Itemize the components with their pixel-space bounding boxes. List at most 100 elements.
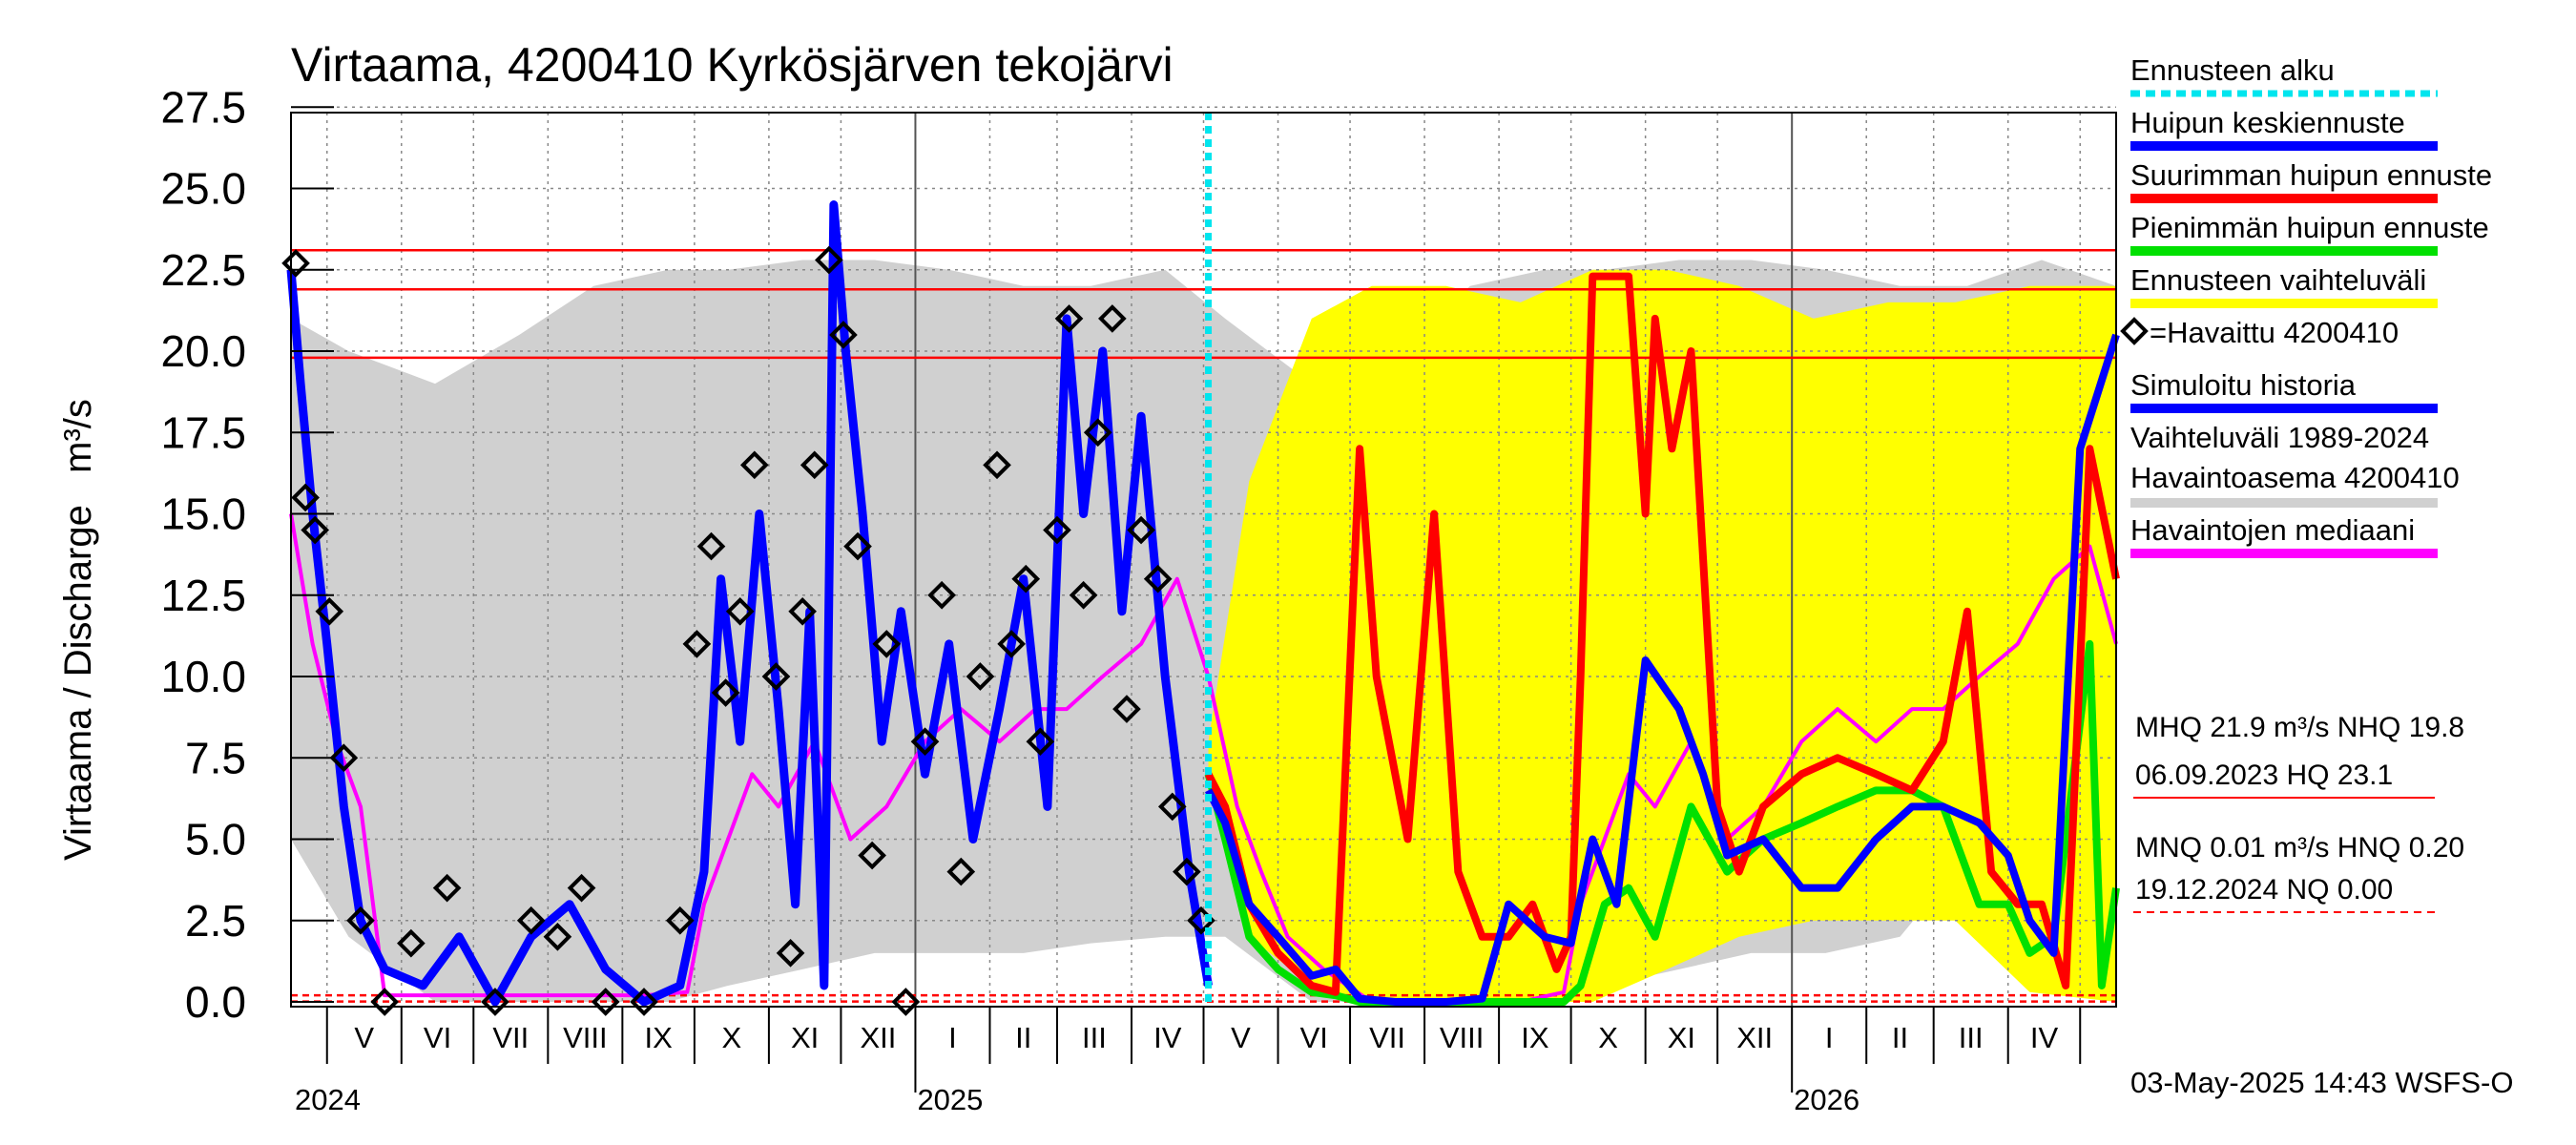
y-tick-label: 2.5 [185,896,246,946]
observed-point [315,596,344,626]
x-month-label: II [1892,1021,1908,1054]
observed-point [630,988,658,1016]
observed-point [946,857,976,886]
observed-point [983,450,1011,480]
observed-point [843,531,872,561]
observed-point [800,450,829,480]
y-tick-label: 15.0 [160,489,246,539]
y-tick-label: 17.5 [160,407,246,457]
observed-point [567,873,596,903]
y-tick-label: 22.5 [160,245,246,295]
observed-point [329,743,359,773]
stats-line-2: 06.09.2023 HQ 23.1 [2135,760,2393,791]
x-month-label: XII [860,1021,896,1054]
observed-point [591,988,620,1016]
x-month-label: IV [1153,1021,1182,1054]
legend: Ennusteen alku Huipun keskiennuste Suurimm… [2120,53,2492,558]
observed-point [397,928,426,958]
band-layer [291,260,2116,1002]
observed-point [543,922,572,951]
legend-label: =Havaittu 4200410 [2150,316,2399,349]
y-tick-label: 12.5 [160,571,246,620]
observed-point [1069,580,1098,610]
x-year-label: 2026 [1794,1083,1859,1116]
observed-point [1112,695,1141,723]
observed-point [1043,515,1071,545]
x-year-label: 2024 [295,1083,361,1116]
y-tick-label: 25.0 [160,164,246,214]
x-month-label: IV [2030,1021,2059,1054]
x-month-label: I [1825,1021,1834,1054]
legend-label: Ennusteen vaihteluväli [2130,263,2426,297]
observed-point [761,662,791,691]
observed-point [291,483,320,512]
band-1 [1208,269,2116,1002]
series-line-pienimm-n-huipun-ennuste [1204,639,2120,1006]
legend-label: Havaintoasema 4200410 [2130,461,2460,494]
legend-label: Pienimmän huipun ennuste [2130,211,2489,244]
observed-point [682,630,712,658]
observed-point [739,450,769,480]
legend-label: Ennusteen alku [2130,53,2335,87]
x-year-label: 2025 [917,1083,983,1116]
observed-point [1157,792,1187,822]
x-month-label: X [722,1021,742,1054]
y-tick-label: 27.5 [160,82,246,132]
observed-points [281,245,1215,1016]
chart-title: Virtaama, 4200410 Kyrkösjärven tekojärvi [291,38,1174,92]
x-month-label: XI [1668,1021,1695,1054]
footer-timestamp: 03-May-2025 14:43 WSFS-O [2130,1066,2513,1099]
x-month-label: IX [644,1021,673,1054]
observed-point [788,596,817,626]
x-month-label: V [354,1021,374,1054]
stats-line-3: MNQ 0.01 m³/s HNQ 0.20 [2135,832,2464,864]
x-month-label: I [948,1021,957,1054]
observed-point [858,841,886,870]
observed-point [711,678,740,707]
observed-point [665,906,695,935]
x-month-label: III [1959,1021,1984,1054]
observed-point [997,630,1026,658]
x-month-label: III [1082,1021,1107,1054]
observed-point [281,249,310,278]
legend-label: Simuloitu historia [2130,368,2357,402]
x-month-label: II [1015,1021,1031,1054]
observed-point [725,596,755,626]
x-month-label: VI [424,1021,451,1054]
observed-point [481,988,509,1016]
observed-point [516,906,546,935]
y-tick-label: 5.0 [185,815,246,864]
observed-point [891,988,921,1016]
observed-point [696,531,726,561]
observed-point [829,321,858,349]
x-month-label: VIII [563,1021,608,1054]
y-axis-label: Virtaama / Discharge m³/s [57,399,99,861]
y-tick-label: 0.0 [185,977,246,1027]
legend-label: Havaintojen mediaani [2130,513,2415,547]
observed-point [815,245,843,275]
observed-point [1011,564,1041,593]
series-line-huipun-keskiennuste [1204,333,2120,1006]
observed-point [1026,727,1055,757]
x-month-label: VIII [1440,1021,1485,1054]
observed-point [1127,515,1155,545]
x-month-label: V [1231,1021,1251,1054]
x-month-label: VII [1369,1021,1405,1054]
observed-point [966,662,995,691]
observed-point [1143,564,1173,593]
y-tick-label: 7.5 [185,733,246,782]
observed-point [1173,857,1201,886]
observed-point [1083,418,1112,448]
observed-point [927,580,956,610]
observed-point [1098,304,1127,333]
observed-point [346,906,375,935]
y-tick-label: 10.0 [160,652,246,701]
x-month-label: IX [1521,1021,1549,1054]
x-month-label: XII [1736,1021,1773,1054]
series-line-suurimman-huipun-ennuste [1204,272,2120,996]
x-month-label: XI [791,1021,819,1054]
observed-point [1054,304,1084,333]
observed-point [776,939,805,968]
legend-label: Huipun keskiennuste [2130,106,2405,139]
